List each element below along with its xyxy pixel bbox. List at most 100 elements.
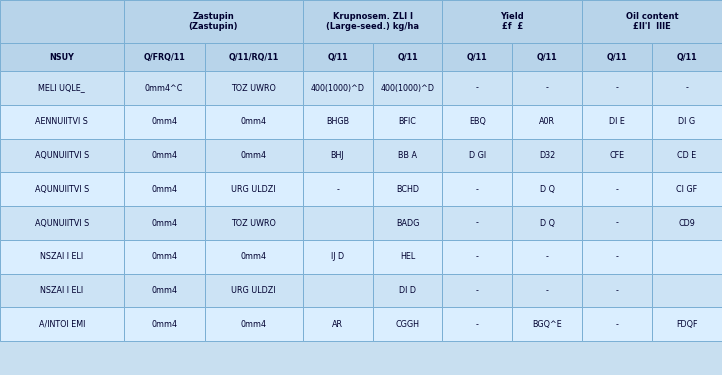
Bar	[582, 274, 652, 308]
Bar	[513, 105, 582, 139]
Bar	[373, 105, 443, 139]
Bar	[204, 274, 303, 308]
Bar	[0, 172, 123, 206]
Text: CI GF: CI GF	[677, 185, 697, 194]
Bar	[204, 105, 303, 139]
Text: BGQ^E: BGQ^E	[532, 320, 562, 329]
Text: -: -	[336, 185, 339, 194]
Bar	[0, 274, 123, 308]
Text: NSZAI I ELI: NSZAI I ELI	[40, 286, 83, 295]
Bar	[303, 139, 373, 172]
Bar	[443, 71, 513, 105]
Bar	[513, 206, 582, 240]
Bar	[652, 139, 722, 172]
Text: D Q: D Q	[540, 185, 554, 194]
Text: Q/11/RQ/11: Q/11/RQ/11	[228, 53, 279, 62]
Text: Q/11: Q/11	[537, 53, 557, 62]
Text: Zastupin
(Zastupin): Zastupin (Zastupin)	[188, 12, 238, 31]
Text: Q/11: Q/11	[327, 53, 348, 62]
Bar	[443, 172, 513, 206]
Bar	[652, 240, 722, 274]
Text: DI E: DI E	[609, 117, 625, 126]
Text: AQUNUIITVI S: AQUNUIITVI S	[35, 151, 89, 160]
Text: 400(1000)^D: 400(1000)^D	[380, 84, 435, 93]
Text: Krupnosem. ZLI I
(Large-seed.) kg/ha: Krupnosem. ZLI I (Large-seed.) kg/ha	[326, 12, 419, 31]
Text: -: -	[546, 252, 549, 261]
Text: -: -	[616, 252, 619, 261]
Bar	[373, 43, 443, 71]
Bar	[373, 172, 443, 206]
Text: D GI: D GI	[469, 151, 486, 160]
Bar	[443, 274, 513, 308]
Text: -: -	[476, 219, 479, 228]
Bar	[443, 105, 513, 139]
Bar	[582, 71, 652, 105]
Bar	[0, 43, 123, 71]
Text: TOZ UWRO: TOZ UWRO	[231, 219, 276, 228]
Bar	[303, 206, 373, 240]
Bar	[513, 274, 582, 308]
Text: 0mm4: 0mm4	[240, 320, 266, 329]
Text: HEL: HEL	[400, 252, 415, 261]
Bar	[123, 172, 204, 206]
Bar	[204, 71, 303, 105]
Bar	[443, 139, 513, 172]
Bar	[652, 274, 722, 308]
Bar	[582, 240, 652, 274]
Bar	[443, 206, 513, 240]
Text: 0mm4: 0mm4	[151, 219, 177, 228]
Bar	[582, 139, 652, 172]
Bar	[0, 240, 123, 274]
Bar	[0, 139, 123, 172]
Bar	[582, 206, 652, 240]
Bar	[204, 308, 303, 341]
Text: BADG: BADG	[396, 219, 419, 228]
Bar	[582, 308, 652, 341]
Bar	[204, 172, 303, 206]
Bar	[373, 274, 443, 308]
Text: BFIC: BFIC	[399, 117, 417, 126]
Text: Oil content
£II'I  IIIE: Oil content £II'I IIIE	[626, 12, 679, 31]
Bar	[443, 308, 513, 341]
Text: BHGB: BHGB	[326, 117, 349, 126]
Text: -: -	[616, 286, 619, 295]
Bar	[303, 0, 443, 43]
Bar	[513, 71, 582, 105]
Text: 0mm4: 0mm4	[151, 117, 177, 126]
Bar	[582, 172, 652, 206]
Bar	[0, 206, 123, 240]
Bar	[582, 0, 722, 43]
Bar	[123, 206, 204, 240]
Text: 0mm4^C: 0mm4^C	[145, 84, 183, 93]
Bar	[204, 43, 303, 71]
Bar	[373, 308, 443, 341]
Text: A/INTOI EMI: A/INTOI EMI	[38, 320, 85, 329]
Text: CD E: CD E	[677, 151, 697, 160]
Text: BCHD: BCHD	[396, 185, 419, 194]
Text: DI G: DI G	[679, 117, 695, 126]
Bar	[123, 43, 204, 71]
Bar	[0, 0, 123, 43]
Bar	[373, 206, 443, 240]
Text: -: -	[476, 252, 479, 261]
Text: URG ULDZI: URG ULDZI	[231, 286, 276, 295]
Bar	[303, 240, 373, 274]
Bar	[204, 206, 303, 240]
Bar	[373, 240, 443, 274]
Text: Q/11: Q/11	[606, 53, 627, 62]
Bar	[652, 71, 722, 105]
Text: -: -	[616, 320, 619, 329]
Bar	[204, 240, 303, 274]
Text: 0mm4: 0mm4	[151, 151, 177, 160]
Text: Q/11: Q/11	[397, 53, 418, 62]
Text: FDQF: FDQF	[677, 320, 697, 329]
Text: -: -	[616, 84, 619, 93]
Text: -: -	[476, 84, 479, 93]
Text: D Q: D Q	[540, 219, 554, 228]
Bar	[303, 105, 373, 139]
Text: CGGH: CGGH	[396, 320, 419, 329]
Text: 0mm4: 0mm4	[240, 252, 266, 261]
Text: DI D: DI D	[399, 286, 416, 295]
Text: CD9: CD9	[679, 219, 695, 228]
Text: 0mm4: 0mm4	[151, 320, 177, 329]
